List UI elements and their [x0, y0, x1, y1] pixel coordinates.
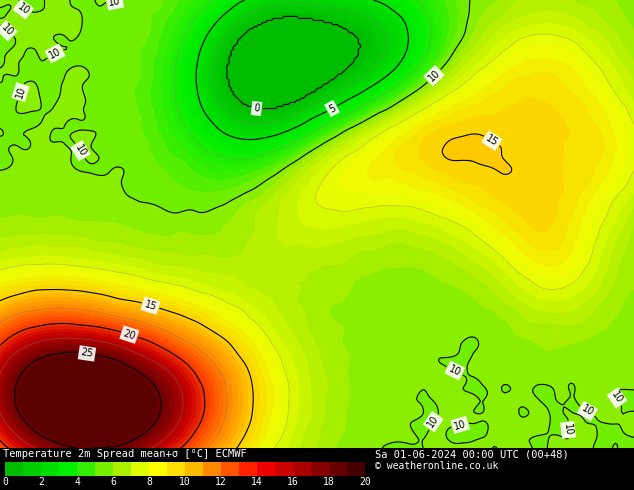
Text: 0: 0 [2, 477, 8, 487]
Text: 15: 15 [143, 299, 158, 312]
Text: 16: 16 [287, 477, 299, 487]
Bar [275, 462, 293, 476]
Text: 20: 20 [122, 328, 137, 341]
Bar [95, 462, 113, 476]
Text: 14: 14 [251, 477, 263, 487]
Bar [113, 462, 131, 476]
Text: 18: 18 [323, 477, 335, 487]
Bar [311, 462, 329, 476]
Text: 10: 10 [73, 143, 88, 158]
Text: 10: 10 [579, 403, 595, 418]
Bar [221, 462, 239, 476]
Bar [59, 462, 77, 476]
Bar [257, 462, 275, 476]
Bar [185, 462, 203, 476]
Text: 0: 0 [253, 103, 260, 114]
Bar [167, 462, 185, 476]
Text: 10: 10 [179, 477, 191, 487]
Text: 10: 10 [0, 23, 15, 39]
Text: 8: 8 [146, 477, 152, 487]
Text: 10: 10 [447, 364, 462, 378]
Text: 10: 10 [609, 390, 624, 406]
Text: 10: 10 [48, 46, 63, 61]
Bar [131, 462, 149, 476]
Text: 2: 2 [38, 477, 44, 487]
Text: 20: 20 [359, 477, 371, 487]
Bar [5, 462, 23, 476]
Bar [347, 462, 365, 476]
Bar [293, 462, 311, 476]
Text: © weatheronline.co.uk: © weatheronline.co.uk [375, 461, 498, 471]
Text: 25: 25 [80, 347, 94, 359]
Text: 10: 10 [14, 85, 27, 99]
Bar [329, 462, 347, 476]
Text: 4: 4 [74, 477, 80, 487]
Text: 10: 10 [108, 0, 122, 8]
Text: 10: 10 [453, 418, 467, 431]
Text: 10: 10 [15, 1, 31, 17]
Text: 6: 6 [110, 477, 116, 487]
Bar [41, 462, 59, 476]
Text: 10: 10 [562, 423, 574, 437]
Text: 12: 12 [215, 477, 227, 487]
Bar [203, 462, 221, 476]
Text: 5: 5 [327, 102, 337, 114]
Text: 10: 10 [426, 68, 442, 84]
Text: Temperature 2m Spread mean+σ [°C] ECMWF: Temperature 2m Spread mean+σ [°C] ECMWF [3, 449, 247, 459]
Text: 10: 10 [425, 414, 441, 430]
Text: 15: 15 [484, 133, 500, 148]
Bar [23, 462, 41, 476]
Text: Sa 01-06-2024 00:00 UTC (00+48): Sa 01-06-2024 00:00 UTC (00+48) [375, 449, 569, 459]
Bar [77, 462, 95, 476]
Bar [149, 462, 167, 476]
Bar [239, 462, 257, 476]
